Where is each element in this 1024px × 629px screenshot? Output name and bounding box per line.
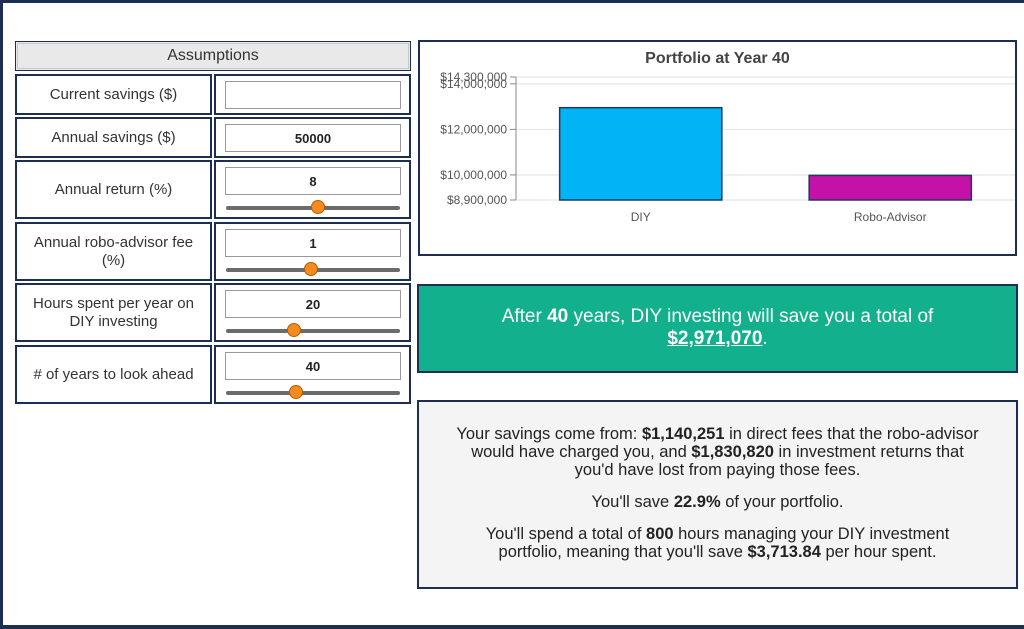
- details-text: Your savings come from:: [456, 425, 642, 443]
- details-text: hours managing your DIY investment portf…: [498, 525, 950, 561]
- x-tick-label: Robo-Advisor: [854, 210, 927, 224]
- robo-fee-slider[interactable]: [226, 262, 400, 276]
- hours-slider-thumb[interactable]: [286, 323, 301, 337]
- portfolio-chart: $14,300,000$14,000,000 $12,000,000 $10,000…: [440, 70, 1015, 224]
- per-hour-value: $3,713.84: [747, 543, 821, 561]
- annual-return-slider-thumb[interactable]: [311, 200, 326, 214]
- result-amount: $2,971,070: [667, 328, 763, 349]
- y-tick-label: $12,000,000: [440, 122, 507, 136]
- annual-savings-input[interactable]: 50000: [225, 124, 401, 152]
- label-hours: Hours spent per year on DIY investing: [15, 283, 212, 342]
- robo-fee-slider-thumb[interactable]: [304, 262, 319, 276]
- label-robo-fee: Annual robo-advisor fee (%): [15, 222, 212, 281]
- details-text: You'll spend a total of: [485, 525, 647, 543]
- y-tick-label: $8,900,000: [447, 193, 507, 207]
- y-tick-label: $10,000,000: [440, 168, 507, 182]
- result-banner: After 40 years, DIY investing will save …: [417, 284, 1018, 373]
- result-middle: years, DIY investing will save you a tot…: [568, 306, 934, 327]
- years-cell: 40: [214, 345, 411, 404]
- label-current-savings: Current savings ($): [15, 74, 212, 115]
- label-annual-savings-text: Annual savings ($): [51, 128, 176, 146]
- total-hours-value: 800: [646, 525, 674, 543]
- years-slider[interactable]: [226, 385, 400, 399]
- robo-fee-cell: 1: [214, 222, 411, 281]
- x-tick-label: DIY: [631, 210, 651, 224]
- years-slider-thumb[interactable]: [288, 385, 303, 399]
- current-savings-cell: [214, 74, 411, 115]
- label-years: # of years to look ahead: [15, 345, 212, 404]
- label-robo-fee-text: Annual robo-advisor fee (%): [33, 233, 194, 269]
- annual-return-slider[interactable]: [226, 200, 400, 214]
- details-text: per hour spent.: [820, 543, 937, 561]
- result-suffix: .: [762, 328, 768, 349]
- lost-returns-value: $1,830,820: [691, 443, 774, 461]
- chart-title: Portfolio at Year 40: [645, 50, 790, 67]
- details-text: of your portfolio.: [720, 493, 844, 511]
- savings-details: Your savings come from: $1,140,251 in di…: [417, 400, 1018, 589]
- years-input[interactable]: 40: [225, 352, 401, 380]
- details-hours-paragraph: You'll spend a total of 800 hours managi…: [455, 525, 980, 561]
- details-text: in direct fees that the robo-advisor wou…: [471, 425, 979, 461]
- portfolio-chart-panel: Portfolio at Year 40 $14,300,000 $14,000,…: [418, 40, 1017, 256]
- hours-slider[interactable]: [226, 323, 400, 337]
- y-tick-label: $14,300,000: [440, 70, 507, 84]
- annual-return-input[interactable]: 8: [225, 167, 401, 195]
- label-hours-text: Hours spent per year on DIY investing: [33, 294, 194, 330]
- portfolio-percent-value: 22.9%: [673, 493, 721, 511]
- y-tick-label: $14,000,000: [440, 77, 507, 91]
- result-years: 40: [547, 306, 569, 327]
- details-percent-paragraph: You'll save 22.9% of your portfolio.: [455, 493, 980, 511]
- label-current-savings-text: Current savings ($): [49, 85, 178, 103]
- label-years-text: # of years to look ahead: [33, 365, 194, 383]
- details-fees-paragraph: Your savings come from: $1,140,251 in di…: [455, 425, 980, 479]
- label-annual-return-text: Annual return (%): [54, 180, 173, 198]
- bar-robo-advisor: [808, 174, 973, 201]
- direct-fees-value: $1,140,251: [641, 425, 725, 443]
- robo-fee-input[interactable]: 1: [225, 229, 401, 257]
- result-prefix: After: [501, 306, 548, 327]
- annual-return-cell: 8: [214, 160, 411, 219]
- details-text: You'll save: [591, 493, 674, 511]
- assumptions-header: Assumptions: [15, 41, 411, 71]
- annual-savings-cell: 50000: [214, 117, 411, 158]
- bar-diy: [558, 106, 723, 201]
- hours-cell: 20: [214, 283, 411, 342]
- hours-input[interactable]: 20: [225, 290, 401, 318]
- label-annual-return: Annual return (%): [15, 160, 212, 219]
- details-text: in investment returns that you'd have lo…: [574, 443, 964, 479]
- current-savings-input[interactable]: [225, 81, 401, 109]
- label-annual-savings: Annual savings ($): [15, 117, 212, 158]
